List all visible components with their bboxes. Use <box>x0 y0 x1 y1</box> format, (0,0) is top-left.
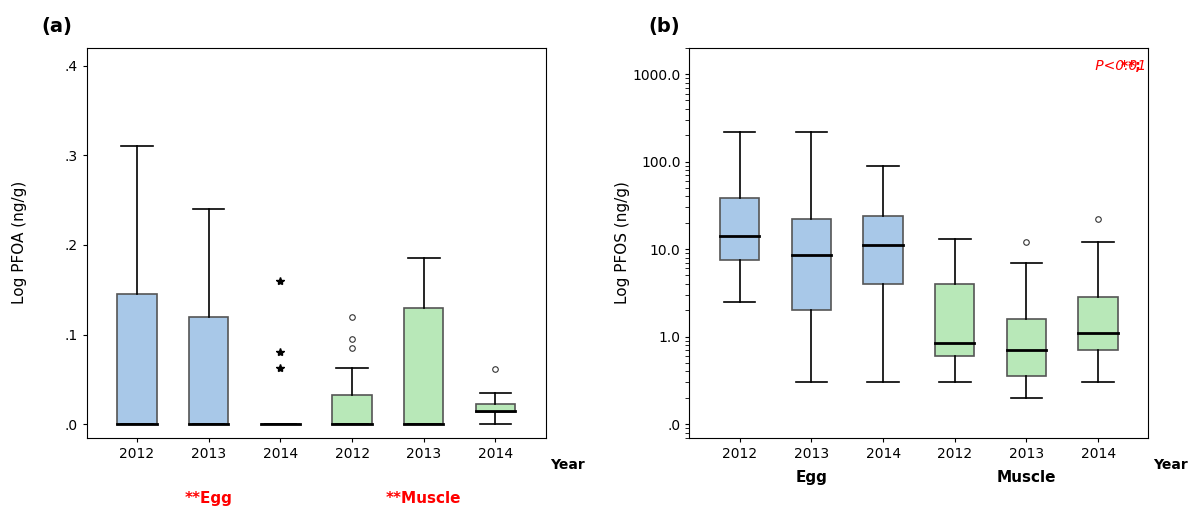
Bar <box>189 317 229 424</box>
Bar <box>332 395 372 424</box>
Text: **Egg: **Egg <box>184 491 232 506</box>
Bar <box>405 308 443 424</box>
Text: Year: Year <box>550 458 585 472</box>
Text: (b): (b) <box>648 17 680 36</box>
Text: (a): (a) <box>41 17 72 36</box>
Text: Muscle: Muscle <box>997 470 1056 485</box>
Text: **;: **; <box>1121 59 1146 74</box>
Bar <box>936 284 974 356</box>
Bar <box>1079 298 1117 350</box>
Text: P<0.01: P<0.01 <box>1069 59 1146 74</box>
Text: Egg: Egg <box>796 470 827 485</box>
Bar <box>720 198 760 260</box>
Text: Year: Year <box>1153 458 1187 472</box>
Text: **Muscle: **Muscle <box>386 491 461 506</box>
Bar <box>117 294 157 424</box>
Bar <box>792 219 831 310</box>
Bar <box>476 404 515 413</box>
Y-axis label: Log PFOA (ng/g): Log PFOA (ng/g) <box>12 181 28 304</box>
Bar <box>863 216 903 284</box>
Bar <box>1007 319 1046 376</box>
Y-axis label: Log PFOS (ng/g): Log PFOS (ng/g) <box>615 181 630 304</box>
